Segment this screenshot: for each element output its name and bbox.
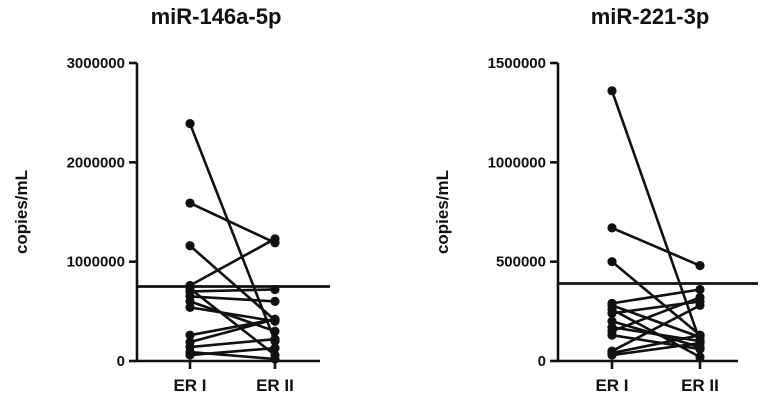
x-tick-label: ER I (173, 376, 206, 395)
data-point-er-i (185, 198, 195, 208)
y-tick-label: 1500000 (488, 55, 546, 72)
x-tick-label: ER II (681, 376, 719, 395)
pair-line (188, 123, 277, 342)
data-point-er-i (185, 302, 195, 312)
pair-line (611, 226, 701, 267)
pair-line (611, 333, 701, 351)
y-tick-label: 0 (538, 353, 546, 370)
data-point-er-ii (270, 343, 280, 353)
pair-line (611, 288, 701, 305)
chart-mir-221-3p: miR-221-3p copies/mL 0 500000 1000000 15000… (433, 4, 758, 395)
pair-line (189, 244, 276, 322)
y-tick-label: 0 (117, 353, 125, 370)
pair-line (189, 295, 276, 303)
y-tick-label: 2000000 (67, 154, 125, 171)
data-point-er-ii (270, 334, 280, 344)
data-point-er-i (607, 86, 617, 96)
pair-line (189, 287, 276, 357)
data-point-er-ii (270, 354, 280, 364)
pair-line (189, 288, 276, 293)
data-point-er-ii (695, 292, 705, 303)
pair-line (611, 304, 701, 353)
data-point-er-ii (695, 330, 705, 340)
pair-line (189, 300, 276, 333)
data-point-er-i (185, 118, 195, 129)
chart-title: miR-221-3p (591, 4, 710, 29)
pair-line (189, 346, 276, 357)
x-tick-label: ER II (256, 376, 294, 395)
data-point-er-i (607, 223, 617, 233)
x-tick-label: ER I (595, 376, 628, 395)
data-point-er-ii (270, 314, 280, 324)
chart-title: miR-146a-5p (151, 4, 282, 29)
pair-line (611, 296, 701, 333)
data-point-er-i (185, 330, 195, 340)
pair-line (189, 318, 276, 344)
data-point-er-ii (695, 352, 705, 362)
pair-line (189, 337, 276, 349)
data-point-er-ii (695, 338, 705, 348)
pair-line (189, 306, 276, 323)
chart-mir-146a-5p: miR-146a-5p copies/mL 0 1000000 2000000 300… (12, 4, 330, 395)
pair-line (189, 201, 276, 244)
y-tick-label: 1000000 (488, 154, 546, 171)
pair-line (610, 90, 702, 342)
pair-line (611, 341, 701, 357)
y-tick-label: 500000 (496, 254, 546, 271)
pair-line (189, 237, 276, 287)
y-tick-label: 1000000 (67, 254, 125, 271)
data-point-er-i (607, 350, 617, 360)
data-point-er-i (607, 257, 617, 267)
y-tick-label: 3000000 (67, 55, 125, 72)
data-point-er-i (185, 350, 195, 360)
data-point-er-ii (695, 284, 705, 295)
data-point-er-ii (270, 326, 280, 336)
data-point-er-i (607, 330, 617, 340)
pair-line (611, 333, 701, 355)
y-axis-label: copies/mL (12, 170, 31, 254)
data-point-er-ii (695, 261, 705, 271)
data-point-er-ii (270, 234, 280, 244)
data-point-er-ii (695, 300, 705, 310)
data-point-er-i (185, 241, 195, 251)
data-point-er-i (607, 308, 617, 318)
y-axis-label: copies/mL (433, 170, 452, 254)
data-point-er-ii (270, 296, 280, 306)
pair-line (611, 260, 701, 337)
